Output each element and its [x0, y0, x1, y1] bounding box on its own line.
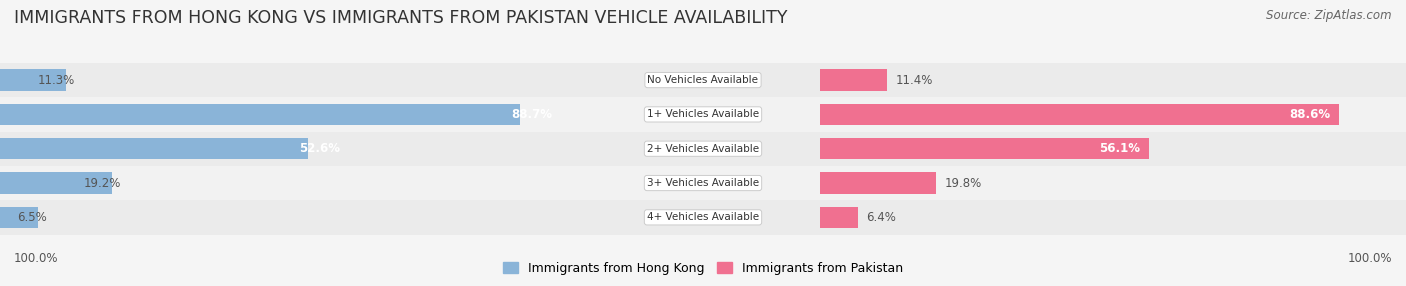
- Bar: [0, 63, 586, 97]
- Bar: [0, 207, 38, 228]
- Bar: [0, 97, 586, 132]
- Legend: Immigrants from Hong Kong, Immigrants from Pakistan: Immigrants from Hong Kong, Immigrants fr…: [498, 257, 908, 280]
- Bar: [586, 166, 820, 200]
- Text: 6.4%: 6.4%: [866, 211, 896, 224]
- Text: 52.6%: 52.6%: [299, 142, 340, 155]
- Bar: [820, 207, 858, 228]
- Text: 6.5%: 6.5%: [17, 211, 46, 224]
- Bar: [820, 138, 1149, 159]
- Text: 19.8%: 19.8%: [945, 176, 983, 190]
- Text: No Vehicles Available: No Vehicles Available: [648, 75, 758, 85]
- Bar: [586, 63, 820, 97]
- Text: 11.4%: 11.4%: [896, 74, 934, 87]
- Text: 2+ Vehicles Available: 2+ Vehicles Available: [647, 144, 759, 154]
- Bar: [586, 200, 820, 235]
- Bar: [820, 172, 936, 194]
- Text: 100.0%: 100.0%: [14, 252, 59, 265]
- Text: 56.1%: 56.1%: [1099, 142, 1140, 155]
- Bar: [0, 138, 308, 159]
- Bar: [820, 200, 1406, 235]
- Bar: [820, 63, 1406, 97]
- Bar: [0, 166, 586, 200]
- Text: 4+ Vehicles Available: 4+ Vehicles Available: [647, 212, 759, 222]
- Bar: [586, 132, 820, 166]
- Bar: [0, 132, 586, 166]
- Bar: [820, 69, 887, 91]
- Text: IMMIGRANTS FROM HONG KONG VS IMMIGRANTS FROM PAKISTAN VEHICLE AVAILABILITY: IMMIGRANTS FROM HONG KONG VS IMMIGRANTS …: [14, 9, 787, 27]
- Bar: [0, 200, 586, 235]
- Text: 88.6%: 88.6%: [1289, 108, 1330, 121]
- Text: 88.7%: 88.7%: [510, 108, 551, 121]
- Text: 3+ Vehicles Available: 3+ Vehicles Available: [647, 178, 759, 188]
- Bar: [0, 69, 66, 91]
- Bar: [820, 166, 1406, 200]
- Text: 100.0%: 100.0%: [1347, 252, 1392, 265]
- Bar: [820, 132, 1406, 166]
- Bar: [820, 104, 1339, 125]
- Text: 11.3%: 11.3%: [38, 74, 75, 87]
- Bar: [0, 104, 520, 125]
- Text: Source: ZipAtlas.com: Source: ZipAtlas.com: [1267, 9, 1392, 21]
- Bar: [820, 97, 1406, 132]
- Bar: [0, 172, 112, 194]
- Bar: [586, 97, 820, 132]
- Text: 1+ Vehicles Available: 1+ Vehicles Available: [647, 110, 759, 119]
- Text: 19.2%: 19.2%: [84, 176, 121, 190]
